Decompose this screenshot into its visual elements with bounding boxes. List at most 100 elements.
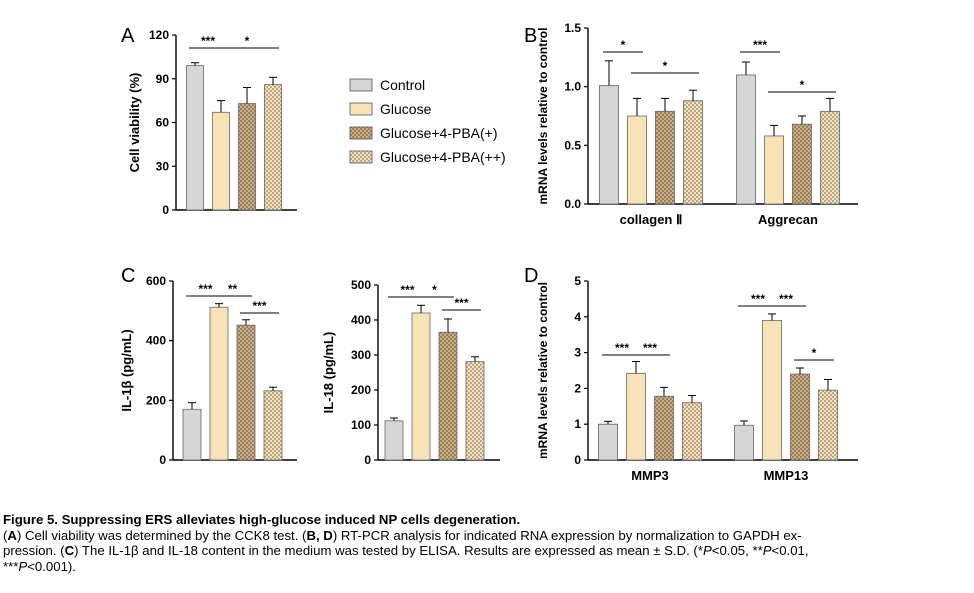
caption-text: P xyxy=(18,558,28,574)
x-group-label: MMP3 xyxy=(631,468,669,483)
y-tick-label: 0.0 xyxy=(564,197,581,211)
caption-line-1: (A) Cell viability was determined by the… xyxy=(3,528,971,544)
bar xyxy=(734,424,754,461)
y-tick-label: 0 xyxy=(159,453,166,467)
caption-text: <0.01, xyxy=(771,543,809,559)
bar xyxy=(209,306,229,461)
legend-swatch-pba2 xyxy=(349,150,373,164)
bar xyxy=(655,110,675,205)
bar xyxy=(626,372,646,461)
bar xyxy=(212,111,230,211)
y-tick-label: 400 xyxy=(146,334,166,348)
y-tick-label: 0 xyxy=(364,453,371,467)
y-tick-label: 1.5 xyxy=(564,21,581,35)
significance-label: *** xyxy=(615,341,629,355)
significance-label: *** xyxy=(751,292,765,306)
significance-label: *** xyxy=(779,292,793,306)
y-axis-label: IL-1β (pg/mL) xyxy=(119,329,134,411)
significance-label: *** xyxy=(753,38,767,52)
bar xyxy=(682,402,702,461)
caption-text: ) Cell viability was determined by the C… xyxy=(16,527,307,543)
y-tick-label: 400 xyxy=(351,313,371,327)
bar xyxy=(683,100,703,205)
significance-label: *** xyxy=(252,299,266,313)
y-tick-label: 120 xyxy=(149,28,169,42)
bar xyxy=(236,324,256,461)
legend-label-pba2: Glucose+4-PBA(++) xyxy=(380,149,506,165)
y-tick-label: 60 xyxy=(156,116,170,130)
caption-text: ) RT-PCR analysis for indicated RNA expr… xyxy=(332,527,802,543)
chart-panel-d: 0 1 2 3 4 5 mRNA levels relative to control MMP… xyxy=(536,274,858,483)
bar xyxy=(438,331,458,461)
caption-text: ) The IL-1β and IL-18 content in the med… xyxy=(74,543,703,559)
y-axis-label: IL-18 (pg/mL) xyxy=(321,332,336,414)
bar xyxy=(792,123,812,205)
significance-label: *** xyxy=(201,34,215,48)
significance-label: *** xyxy=(400,283,414,297)
bar xyxy=(263,390,283,461)
y-tick-label: 600 xyxy=(146,274,166,288)
y-tick-label: 3 xyxy=(574,346,581,360)
caption-text: A xyxy=(7,527,17,543)
panel-letter-d: D xyxy=(524,265,538,287)
chart-panel-b: 0.0 0.5 1.0 1.5 mRNA levels relative to cont… xyxy=(536,21,858,227)
bar xyxy=(818,389,838,461)
y-tick-label: 0 xyxy=(574,453,581,467)
bar xyxy=(764,135,784,205)
significance-label: *** xyxy=(643,341,657,355)
significance-label: * xyxy=(245,34,250,48)
panel-letter-a: A xyxy=(121,25,135,47)
y-tick-label: 500 xyxy=(351,278,371,292)
y-tick-label: 0 xyxy=(162,203,169,217)
panel-letter-c: C xyxy=(121,265,135,287)
y-tick-label: 0.5 xyxy=(564,138,581,152)
bar xyxy=(627,115,647,205)
bar xyxy=(790,373,810,461)
y-tick-label: 2 xyxy=(574,381,581,395)
caption-text: pression. ( xyxy=(3,543,65,559)
y-tick-label: 1 xyxy=(574,417,581,431)
y-tick-label: 30 xyxy=(156,159,170,173)
significance-label: * xyxy=(812,346,817,360)
legend: Control Glucose Glucose+4-PBA(+) Glucose… xyxy=(349,77,506,165)
y-tick-label: 1.0 xyxy=(564,80,581,94)
y-axis-label: Cell viability (%) xyxy=(127,73,142,173)
bar xyxy=(186,65,204,211)
significance-label: * xyxy=(432,283,437,297)
y-tick-label: 100 xyxy=(351,418,371,432)
x-group-label: collagen Ⅱ xyxy=(620,212,683,227)
bar xyxy=(264,84,282,211)
bar xyxy=(411,312,431,461)
caption-text: ( xyxy=(3,527,8,543)
caption-title: Figure 5. Suppressing ERS alleviates hig… xyxy=(3,512,521,527)
figure-caption: Figure 5. Suppressing ERS alleviates hig… xyxy=(3,512,971,574)
bar xyxy=(820,110,840,205)
legend-label-control: Control xyxy=(380,77,425,93)
caption-text: *** xyxy=(3,558,19,574)
y-axis-label: mRNA levels relative to control xyxy=(536,282,550,459)
bar xyxy=(654,395,674,461)
y-tick-label: 300 xyxy=(351,348,371,362)
caption-text: P xyxy=(762,543,772,559)
legend-swatch-pba1 xyxy=(349,126,373,140)
bar xyxy=(599,85,619,205)
significance-label: *** xyxy=(198,282,212,296)
legend-swatch-control xyxy=(349,78,373,92)
significance-label: * xyxy=(663,59,668,73)
panel-letter-b: B xyxy=(524,25,537,47)
caption-text: <0.001). xyxy=(27,558,76,574)
caption-text: P xyxy=(702,543,712,559)
y-axis-label: mRNA levels relative to control xyxy=(536,28,550,205)
y-tick-label: 90 xyxy=(156,72,170,86)
x-group-label: MMP13 xyxy=(764,468,809,483)
x-group-label: Aggrecan xyxy=(758,212,818,227)
y-tick-label: 4 xyxy=(574,310,581,324)
caption-text: B, D xyxy=(306,527,333,543)
legend-label-pba1: Glucose+4-PBA(+) xyxy=(380,125,498,141)
bar xyxy=(465,361,485,461)
bar xyxy=(736,74,756,205)
bar xyxy=(598,423,618,461)
bar xyxy=(384,420,404,461)
